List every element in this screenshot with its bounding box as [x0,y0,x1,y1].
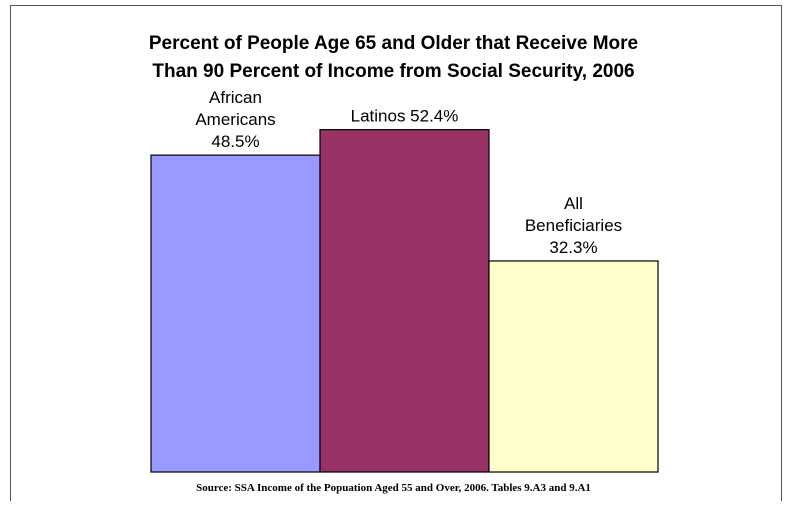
bar-all-beneficiaries [488,260,659,473]
bar-data-label: Americans [195,110,275,129]
bar-data-label: Beneficiaries [525,216,622,235]
bar-data-label: 48.5% [211,132,259,151]
chart-title-line-2: Than 90 Percent of Income from Social Se… [152,61,635,82]
bar-latinos [319,129,490,473]
bar-data-label: 32.3% [549,238,597,257]
bar-data-label: All [564,194,583,213]
chart-source-note: Source: SSA Income of the Popuation Aged… [196,482,591,494]
bar-african-americans [150,154,321,473]
bar-data-label: Latinos 52.4% [351,107,459,126]
chart-title-line-1: Percent of People Age 65 and Older that … [148,33,639,54]
bar-data-label: African [209,88,262,107]
chart-title: Percent of People Age 65 and Older that … [0,30,787,86]
